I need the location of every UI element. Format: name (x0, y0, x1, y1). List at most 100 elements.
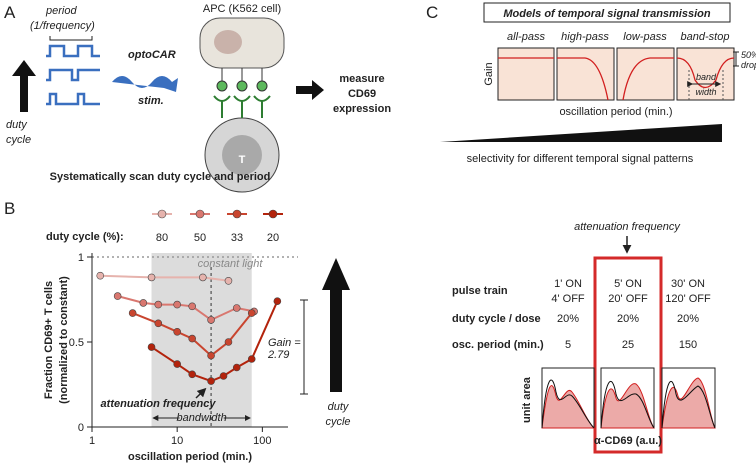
gain-label: 2.79 (267, 349, 289, 361)
period-label: period (45, 5, 77, 17)
panel-label: B (4, 199, 15, 218)
legend-label: 50 (194, 232, 206, 244)
data-point (147, 273, 156, 282)
light-wave (112, 76, 178, 92)
gain-label: Gain (483, 62, 495, 85)
legend-marker (195, 209, 205, 219)
model-name: band-stop (681, 31, 730, 43)
data-point (199, 273, 207, 282)
period: 5 (565, 339, 571, 351)
y-tick-label: 1 (78, 252, 84, 264)
data-point (188, 370, 196, 379)
duty-arrow (12, 60, 36, 112)
data-point (139, 299, 148, 307)
bandwidth-label: bandwidth (177, 412, 227, 424)
y-axis-label: Fraction CD69+ T cells (43, 281, 55, 399)
caption: Systematically scan duty cycle and perio… (50, 171, 271, 183)
data-point (232, 363, 241, 372)
gain-label: Gain = (268, 337, 301, 349)
data-point (188, 302, 196, 311)
duty-label: cycle (6, 134, 31, 146)
model-boxes (497, 47, 735, 101)
y-tick-label: 0.5 (69, 337, 84, 349)
receptors (213, 68, 271, 118)
data-point (247, 309, 256, 317)
stim-label: stim. (138, 95, 164, 107)
row-label: osc. period (min.) (452, 339, 544, 351)
data-point (247, 355, 256, 363)
panel-title: Models of temporal signal transmission (503, 8, 710, 20)
measure-arrow (296, 80, 324, 100)
duty-label: duty (6, 119, 28, 131)
data-point (96, 271, 105, 280)
data-point (188, 334, 196, 343)
x-axis-label: oscillation period (min.) (128, 451, 252, 463)
row-label: pulse train (452, 285, 508, 297)
legend-label: 20 (267, 232, 279, 244)
pulse-train: 5' ON (614, 278, 642, 290)
model-name: low-pass (623, 31, 667, 43)
t-nucleus (222, 135, 262, 175)
data-point (173, 327, 181, 336)
measure-label: expression (333, 103, 391, 115)
row-label: duty cycle / dose (452, 313, 541, 325)
pulse-train: 1' ON (554, 278, 582, 290)
legend-title: duty cycle (%): (46, 231, 124, 243)
duty-arrow (322, 258, 350, 392)
pulse-wave (46, 92, 100, 106)
apc-label: APC (K562 cell) (203, 3, 281, 15)
y-label: unit area (521, 376, 533, 423)
duty: 20% (677, 313, 699, 325)
optocar-label: optoCAR (128, 49, 176, 61)
period-formula: (1/frequency) (30, 20, 95, 32)
x-label: α-CD69 (a.u.) (594, 435, 662, 447)
y-axis-label: (normalized to constant) (58, 276, 70, 404)
data-point (154, 300, 163, 309)
drop-bracket (733, 51, 739, 67)
band-lines (688, 70, 724, 100)
attenuation-label: attenuation frequency (101, 398, 217, 410)
pulse-wave (46, 68, 100, 82)
legend-label: 33 (231, 232, 243, 244)
apc-cell (199, 17, 285, 69)
panel-a: A period (1/frequency) duty cycle optoCA… (4, 3, 391, 193)
band-label: band (696, 72, 717, 82)
data-point (207, 351, 215, 360)
data-point (207, 377, 215, 385)
data-point (224, 276, 233, 285)
bandwidth-region (151, 253, 252, 427)
panel-label: A (4, 3, 16, 22)
legend-marker (157, 209, 167, 219)
x-tick-label: 100 (253, 435, 271, 447)
gain-bracket (300, 299, 308, 395)
measure-label: CD69 (348, 88, 376, 100)
columns: 1' ON 4' OFF 20% 5 5' ON 20' OFF 20% 25 … (551, 278, 711, 351)
period: 25 (622, 339, 634, 351)
measure-label: measure (339, 73, 384, 85)
legend-label: 80 (156, 232, 168, 244)
attenuation-arrow (195, 387, 207, 399)
panel-d: attenuation frequency pulse train duty c… (452, 221, 716, 454)
data-point (147, 343, 156, 351)
legend-marker (268, 209, 278, 219)
data-point (154, 319, 163, 328)
panel-label: C (426, 3, 438, 22)
y-tick-label: 0 (78, 422, 84, 434)
annotation: attenuation frequency (574, 221, 681, 233)
data-point (219, 372, 228, 380)
pulse-train: 30' ON (671, 278, 705, 290)
t-label: T (239, 154, 246, 166)
selectivity-label: selectivity for different temporal signa… (467, 153, 694, 165)
title-box (483, 2, 731, 23)
pulse-train: 20' OFF (608, 293, 648, 305)
data-point (273, 297, 282, 306)
duty: 20% (617, 313, 639, 325)
data-point (128, 309, 137, 317)
histograms (541, 367, 716, 429)
drop-label: 50% (741, 50, 756, 60)
legend-marker (232, 209, 242, 219)
duty-label: cycle (325, 416, 350, 428)
drop-label: drop (741, 60, 756, 70)
pulse-train: 4' OFF (551, 293, 585, 305)
